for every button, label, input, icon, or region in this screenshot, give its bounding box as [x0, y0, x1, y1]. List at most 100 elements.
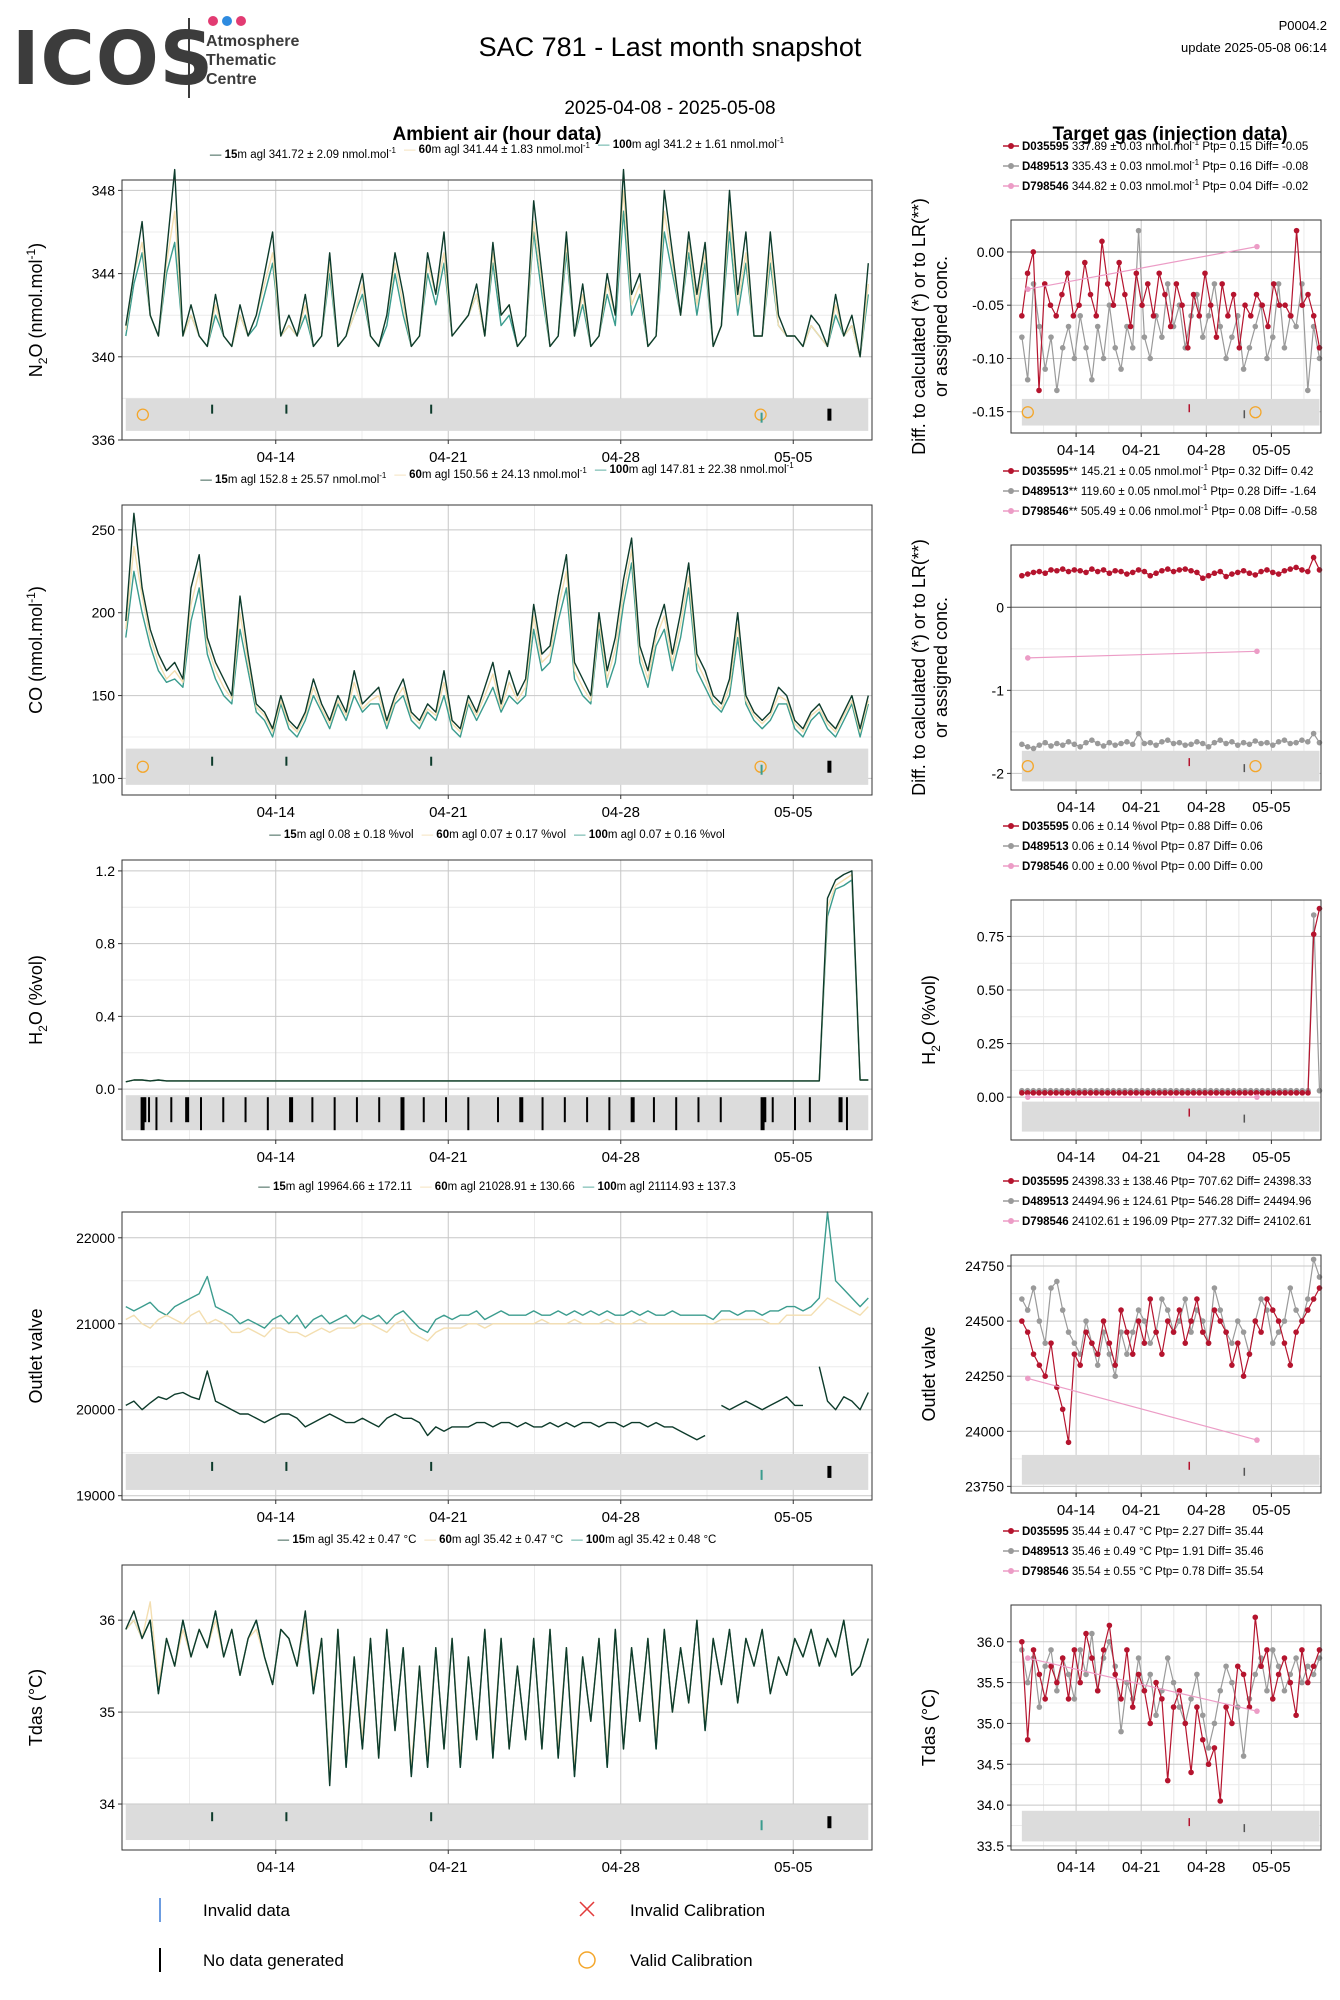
- data-point-d035595: [1190, 1090, 1197, 1096]
- series-line-100m-agl: [125, 562, 869, 738]
- data-point-d489513: [1024, 376, 1031, 383]
- y-tick-label: 0.4: [96, 1008, 116, 1024]
- icos-logo: ICOS: [12, 16, 215, 102]
- series-legend-entry: D035595** 145.21 ± 0.05 nmol.mol-1 Ptp= …: [1022, 463, 1313, 478]
- data-point-d035595: [1042, 1696, 1048, 1702]
- x-tick-label: 04-28: [602, 804, 640, 821]
- data-point-d035595: [1030, 569, 1037, 576]
- data-point-d035595: [1082, 1090, 1088, 1096]
- data-point-d035595: [1099, 238, 1105, 245]
- legend-label: 15: [215, 474, 228, 486]
- legend-superscript: -1: [1201, 463, 1209, 472]
- logo-dot-magenta: [236, 16, 246, 26]
- data-point-d489513: [1030, 745, 1037, 752]
- data-point-d798546: [1254, 648, 1260, 655]
- legend-superscript: -1: [1192, 138, 1200, 147]
- invalid-calibration-symbol: [579, 1901, 595, 1917]
- legend-text: m agl 35.42 ± 0.47 °C: [452, 1534, 563, 1546]
- data-point-d035595: [1083, 1329, 1089, 1335]
- legend-superscript: -1: [1192, 158, 1200, 167]
- series-line-60m-agl: [125, 545, 869, 733]
- legend-label: D489513: [1022, 1196, 1069, 1208]
- data-point-d035595: [1293, 564, 1299, 571]
- data-point-d489513: [1304, 387, 1311, 394]
- no-data-flag: [266, 1097, 269, 1131]
- data-point-d489513: [1059, 742, 1066, 748]
- flag-band: [125, 398, 869, 431]
- data-point-d035595: [1129, 569, 1136, 576]
- y-tick-label: -0.05: [972, 297, 1004, 313]
- data-point-d489513: [1042, 739, 1048, 746]
- page-title: SAC 781 - Last month snapshot: [478, 32, 862, 62]
- data-point-d035595: [1304, 1679, 1311, 1686]
- legend-swatch: —: [420, 1181, 435, 1193]
- data-point-d489513: [1141, 334, 1148, 340]
- data-point-d035595: [1173, 1090, 1180, 1096]
- x-tick-label: 05-05: [774, 1149, 812, 1166]
- data-point-d489513: [1147, 1671, 1154, 1678]
- panel-frame: [1010, 219, 1322, 434]
- y-label-rest: O (%vol): [919, 975, 939, 1045]
- data-point-d035595: [1118, 1696, 1124, 1702]
- data-point-d035595: [1234, 1340, 1241, 1346]
- data-point-d035595: [1094, 568, 1101, 575]
- data-point-d489513: [1071, 1340, 1078, 1346]
- data-point-d035595: [1036, 1362, 1043, 1368]
- y-tick-label: 0.00: [977, 244, 1004, 260]
- legend-tail: Ptp= 0.08 Diff= -0.58: [1208, 506, 1317, 518]
- data-point-d489513: [1153, 1712, 1159, 1719]
- data-point-d035595: [1083, 1630, 1089, 1637]
- data-point-d035595: [1024, 270, 1031, 277]
- data-point-d489513: [1129, 741, 1136, 748]
- no-data-flag: [563, 1097, 566, 1123]
- data-point-d035595: [1112, 1671, 1119, 1678]
- legend-label: 15: [284, 829, 297, 841]
- data-point-d489513: [1159, 739, 1165, 745]
- flag-tick: [1243, 1114, 1246, 1123]
- y-tick-label: 340: [92, 349, 116, 365]
- data-point-d035595: [1135, 567, 1142, 573]
- data-point-d489513: [1077, 744, 1084, 750]
- y-tick-label: 24250: [965, 1368, 1004, 1384]
- no-data-flag: [764, 1097, 767, 1123]
- data-point-d489513: [1229, 1679, 1235, 1686]
- data-point-d035595: [1236, 345, 1243, 351]
- series-line-15m-agl: [125, 1610, 869, 1787]
- data-point-d489513: [1153, 742, 1159, 748]
- panel-tg_tdas: 33.5 34.0 34.5 35.0 35.5 36.0 04-14 04-21 04-28 0…: [919, 1526, 1323, 1876]
- data-point-d489513: [1199, 740, 1206, 747]
- data-point-d489513: [1304, 739, 1311, 745]
- data-point-d035595: [1176, 1687, 1183, 1694]
- legend-label: D489513: [1022, 841, 1069, 853]
- x-tick-label: 04-14: [257, 804, 295, 821]
- data-point-d035595: [1041, 1090, 1048, 1096]
- data-point-d035595: [1153, 570, 1159, 577]
- data-point-d035595: [1293, 227, 1300, 234]
- legend-text: 335.43 ± 0.03 nmol.mol: [1069, 161, 1192, 173]
- y-tick-label: 22000: [76, 1230, 115, 1246]
- flag-tick: [760, 1820, 763, 1831]
- data-point-d035595: [1229, 1720, 1235, 1727]
- y-tick-label: 0.0: [96, 1081, 116, 1097]
- data-point-d489513: [1211, 281, 1218, 287]
- legend-swatch-dot: [1008, 1198, 1014, 1204]
- no-data-flag: [200, 1097, 202, 1131]
- legend-text: m agl 21028.91 ± 130.66: [448, 1181, 575, 1193]
- data-point-d489513: [1164, 1307, 1171, 1313]
- data-point-d035595: [1118, 1307, 1124, 1313]
- legend-label: 60: [419, 144, 432, 156]
- series-line-15m-agl: [125, 1366, 869, 1441]
- data-point-d489513: [1264, 1687, 1270, 1694]
- series-line-d489513: [1021, 914, 1321, 1092]
- data-point-d035595: [1104, 281, 1111, 287]
- data-point-d489513: [1065, 323, 1072, 330]
- data-point-d035595: [1082, 259, 1088, 266]
- data-point-d489513: [1118, 740, 1124, 747]
- x-tick-label: 04-28: [1187, 799, 1225, 816]
- legend-tail: Ptp= 2.27 Diff= 35.44: [1152, 1526, 1264, 1538]
- data-point-d035595: [1207, 1090, 1214, 1096]
- data-point-d035595: [1059, 566, 1066, 572]
- legend-label: D798546: [1022, 1566, 1069, 1578]
- y-tick-label: 21000: [76, 1316, 115, 1332]
- data-point-d035595: [1162, 291, 1168, 298]
